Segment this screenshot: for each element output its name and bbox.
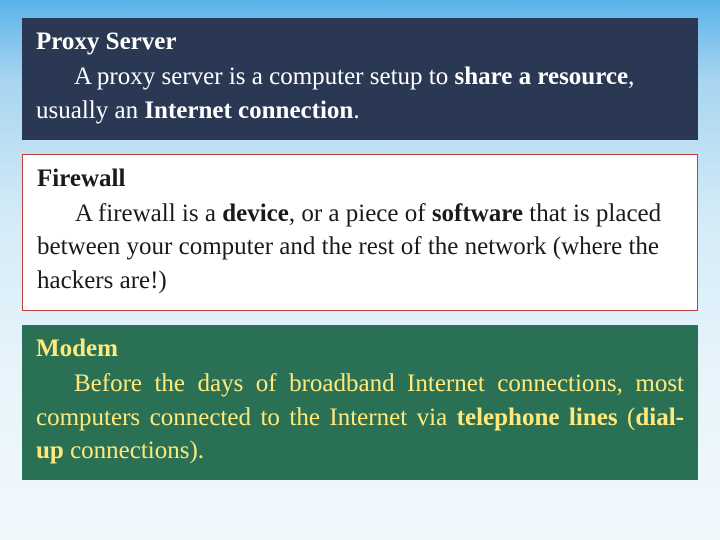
modem-title: Modem (36, 335, 684, 363)
firewall-box: Firewall A firewall is a device, or a pi… (22, 154, 698, 311)
modem-box: Modem Before the days of broadband Inter… (22, 325, 698, 480)
modem-body: Before the days of broadband Internet co… (36, 367, 684, 468)
firewall-body: A firewall is a device, or a piece of so… (37, 197, 683, 298)
slide-content: Proxy Server A proxy server is a compute… (0, 0, 720, 512)
proxy-body: A proxy server is a computer setup to sh… (36, 60, 684, 128)
proxy-server-box: Proxy Server A proxy server is a compute… (22, 18, 698, 140)
proxy-title: Proxy Server (36, 28, 684, 56)
firewall-title: Firewall (37, 165, 683, 193)
